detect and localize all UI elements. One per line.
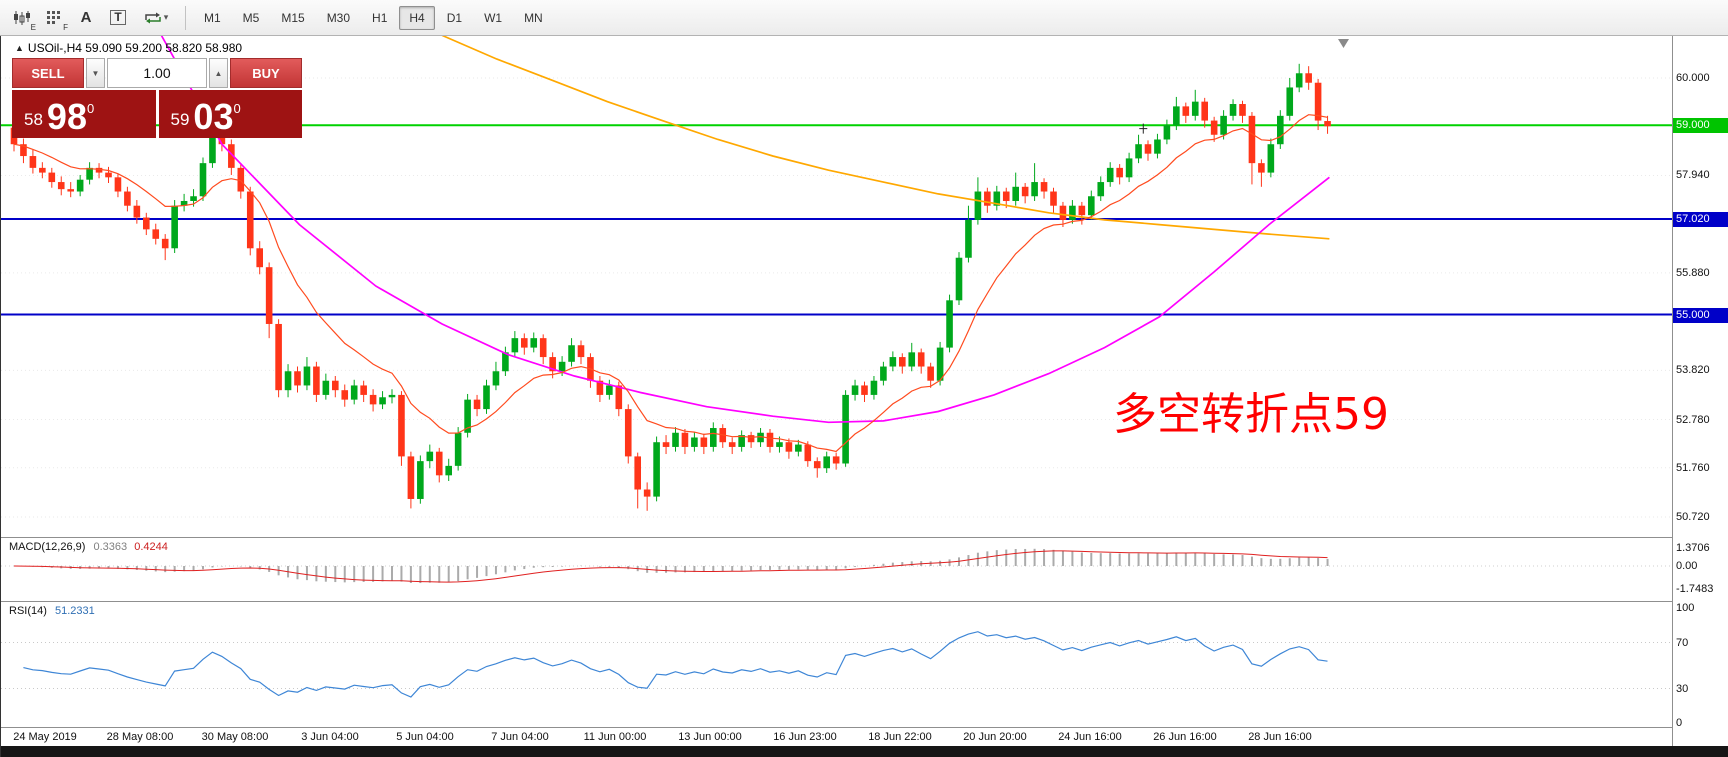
- rsi-axis-label: 0: [1676, 717, 1683, 729]
- time-axis-label: 26 Jun 16:00: [1153, 731, 1217, 743]
- chart-annotation: 多空转折点59: [1113, 389, 1389, 440]
- indicators-icon[interactable]: E: [6, 4, 38, 32]
- main-chart-canvas[interactable]: [1, 36, 1672, 537]
- dropdown-caret-icon: ▾: [163, 12, 169, 22]
- buy-price[interactable]: 59 03 0: [158, 90, 302, 138]
- sell-button[interactable]: SELL: [12, 58, 84, 88]
- time-axis-label: 18 Jun 22:00: [868, 731, 932, 743]
- price-line-tag: 57.020: [1673, 211, 1728, 227]
- rsi-axis-label: 30: [1676, 682, 1689, 695]
- mini-candles-icon: [14, 10, 30, 25]
- sell-price[interactable]: 58 98 0: [12, 90, 156, 138]
- price-axis-label: 60.000: [1676, 72, 1710, 84]
- rsi-axis-label: 70: [1676, 636, 1689, 649]
- price-axis-label: 53.820: [1676, 364, 1710, 377]
- one-click-trading-panel: SELL ▼ ▲ BUY 58 98 0 59 03 0: [12, 58, 302, 138]
- text-box-icon[interactable]: T: [102, 4, 134, 32]
- price-line-tag: 59.000: [1673, 118, 1728, 134]
- time-axis-label: 11 Jun 00:00: [583, 731, 647, 743]
- time-axis-label: 16 Jun 23:00: [773, 731, 837, 743]
- timeframe-mn[interactable]: MN: [524, 10, 543, 25]
- icon-sub-label: E: [30, 22, 36, 32]
- time-axis-label: 5 Jun 04:00: [396, 731, 454, 743]
- price-axis-label: 50.720: [1676, 510, 1710, 523]
- symbol-header: ▲ USOil-,H4 59.090 59.200 58.820 58.980: [15, 41, 242, 55]
- price-axis[interactable]: 60.000 59.000 57.940 57.020 55.880 55.000 53.8…: [1672, 36, 1728, 746]
- pane-separator[interactable]: [1, 537, 1728, 538]
- time-axis-label: 28 May 08:00: [106, 731, 174, 743]
- time-axis-label: 24 May 2019: [13, 731, 77, 743]
- timeframe-d1[interactable]: D1: [446, 10, 463, 25]
- chart-icon: ▲: [15, 43, 24, 53]
- timeframe-group: M1 M5 M15 M30 H1 H4 D1 W1 MN: [193, 5, 554, 30]
- toolbar: E F A T ▾ M1 M5 M15 M30 H1 H4 D1 W1 MN: [0, 0, 1728, 36]
- time-axis-label: 7 Jun 04:00: [491, 731, 549, 743]
- time-axis[interactable]: 24 May 2019 28 May 08:00 30 May 08:00 3 Jun…: [1, 728, 1672, 746]
- macd-axis-label: 0.00: [1676, 560, 1698, 572]
- timeframe-h1[interactable]: H1: [372, 10, 388, 25]
- toolbar-separator: [185, 5, 186, 30]
- price-line-tag: 55.000: [1673, 307, 1728, 323]
- chart-window: ▲ USOil-,H4 59.090 59.200 58.820 58.980 …: [0, 36, 1728, 757]
- bottom-strip: [1, 746, 1728, 757]
- pane-separator[interactable]: [1, 601, 1728, 602]
- time-axis-label: 28 Jun 16:00: [1248, 731, 1312, 743]
- time-axis-label: 24 Jun 16:00: [1058, 731, 1122, 743]
- price-axis-label: 55.880: [1676, 266, 1710, 279]
- rsi-axis-label: 100: [1676, 602, 1695, 614]
- macd-canvas[interactable]: [1, 538, 1672, 601]
- time-axis-label: 30 May 08:00: [201, 731, 269, 743]
- time-axis-label: 3 Jun 04:00: [301, 731, 359, 743]
- timeframe-w1[interactable]: W1: [484, 10, 503, 25]
- volume-dropdown-button[interactable]: ▼: [86, 58, 105, 88]
- icon-sub-label: F: [63, 22, 68, 32]
- symbol-quote-text: USOil-,H4 59.090 59.200 58.820 58.980: [27, 41, 243, 55]
- price-axis-label: 57.940: [1676, 169, 1710, 182]
- text-label-icon[interactable]: A: [80, 9, 92, 26]
- pane-separator: [1, 727, 1728, 728]
- volume-up-button[interactable]: ▲: [209, 58, 228, 88]
- macd-label: MACD(12,26,9) 0.3363 0.4244: [9, 541, 168, 553]
- timeframe-m5[interactable]: M5: [242, 10, 260, 25]
- timeframe-m1[interactable]: M1: [204, 10, 221, 25]
- cycle-arrows-icon: [144, 12, 161, 23]
- price-axis-label: 52.780: [1676, 413, 1710, 426]
- cursor-tools-icon[interactable]: ▾: [134, 4, 178, 32]
- time-axis-label: 13 Jun 00:00: [678, 731, 742, 743]
- macd-axis-label: 1.3706: [1676, 541, 1710, 554]
- buy-button[interactable]: BUY: [230, 58, 302, 88]
- grid-dots-icon: [47, 10, 60, 24]
- volume-input[interactable]: [107, 58, 207, 88]
- macd-axis-label: -1.7483: [1676, 583, 1714, 596]
- time-axis-label: 20 Jun 20:00: [963, 731, 1027, 743]
- timeframe-m30[interactable]: M30: [326, 10, 351, 25]
- rsi-canvas[interactable]: [1, 602, 1672, 727]
- timeframe-m15[interactable]: M15: [281, 10, 305, 25]
- timeframe-h4[interactable]: H4: [399, 5, 435, 30]
- rsi-label: RSI(14) 51.2331: [9, 605, 95, 617]
- grid-icon[interactable]: F: [38, 4, 70, 32]
- price-axis-label: 51.760: [1676, 461, 1710, 474]
